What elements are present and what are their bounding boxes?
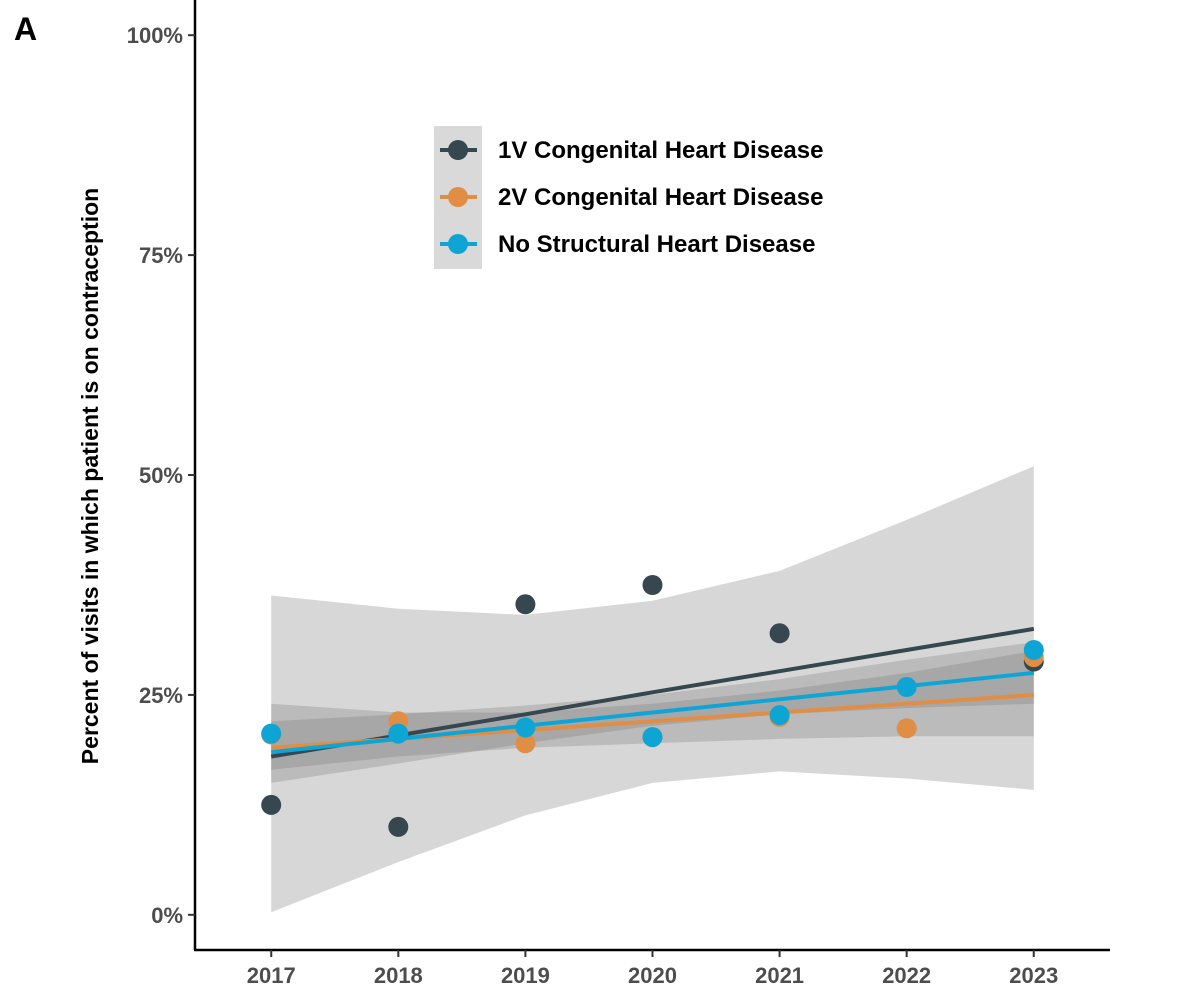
y-axis-title: Percent of visits in which patient is on… [77,188,103,764]
y-tick-label: 75% [139,243,183,268]
no-structural-heart-disease-point-2021 [769,705,790,726]
legend-label-2v-congenital-heart-disease: 2V Congenital Heart Disease [498,184,823,211]
legend-marker-2v-congenital-heart-disease [448,187,468,207]
2v-congenital-heart-disease-point-2022 [896,718,917,739]
x-tick-label: 2018 [374,963,423,988]
y-tick-label: 25% [139,683,183,708]
y-axis-ticks: 0% 25% 50% 75% 100% [127,23,195,928]
legend-item-no-structural-heart-disease: No Structural Heart Disease [440,231,815,258]
panel-label: A [14,11,37,47]
no-structural-heart-disease-point-2018 [388,723,409,744]
x-tick-label: 2021 [755,963,804,988]
y-tick-label: 100% [127,23,183,48]
no-structural-heart-disease-point-2020 [642,727,663,748]
legend-marker-no-structural-heart-disease [448,234,468,254]
no-structural-heart-disease-point-2017 [261,723,282,744]
2v-congenital-heart-disease-confidence-band [271,650,1034,770]
y-tick-label: 0% [151,903,183,928]
legend-item-2v-congenital-heart-disease: 2V Congenital Heart Disease [440,184,823,211]
legend: 1V Congenital Heart Disease 2V Congenital… [434,126,823,269]
1v-congenital-heart-disease-point-2020 [642,575,663,595]
1v-congenital-heart-disease-point-2019 [515,594,536,615]
x-axis-ticks: 2017 2018 2019 2020 2021 2022 2023 [247,950,1058,988]
data-points [261,575,1044,837]
x-tick-label: 2022 [882,963,931,988]
1v-congenital-heart-disease-point-2018 [388,816,409,837]
x-tick-label: 2017 [247,963,296,988]
legend-label-no-structural-heart-disease: No Structural Heart Disease [498,231,815,258]
x-tick-label: 2020 [628,963,677,988]
2v-congenital-heart-disease-point-2019 [515,733,536,754]
1v-congenital-heart-disease-point-2021 [769,623,790,644]
legend-marker-1v-congenital-heart-disease [448,140,468,160]
no-structural-heart-disease-point-2023 [1023,640,1044,660]
x-tick-label: 2023 [1009,963,1058,988]
x-tick-label: 2019 [501,963,550,988]
legend-item-1v-congenital-heart-disease: 1V Congenital Heart Disease [440,137,823,164]
1v-congenital-heart-disease-confidence-band [271,466,1034,913]
y-tick-label: 50% [139,463,183,488]
legend-label-1v-congenital-heart-disease: 1V Congenital Heart Disease [498,137,823,164]
no-structural-heart-disease-point-2019 [515,717,536,738]
1v-congenital-heart-disease-point-2017 [261,794,282,815]
no-structural-heart-disease-point-2022 [896,677,917,697]
confidence-bands [271,466,1034,913]
